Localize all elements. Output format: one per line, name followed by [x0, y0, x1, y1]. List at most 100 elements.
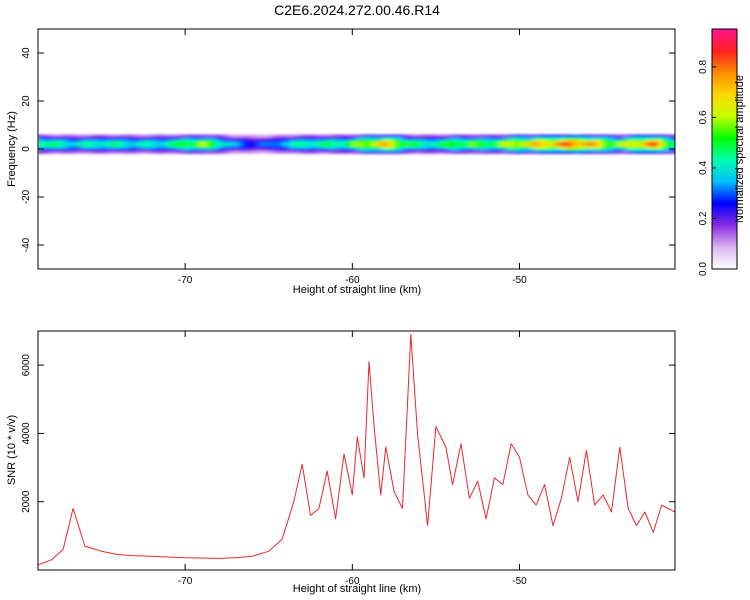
spectrogram-cell	[670, 142, 675, 147]
y-tick-label: 6000	[21, 354, 32, 377]
spectrogram-cell	[594, 142, 599, 147]
spectrogram-data	[38, 134, 675, 154]
spectrogram-cell	[210, 142, 215, 147]
spectrogram-cell	[206, 142, 211, 147]
spectrogram-cell	[230, 142, 235, 147]
spectrogram-cell	[134, 142, 139, 147]
spectrogram-cell	[146, 142, 151, 147]
spectrogram-cell	[390, 142, 395, 147]
spectrogram-cell	[578, 142, 583, 147]
colorbar-tick-label: 0.0	[698, 262, 709, 276]
y-tick-label: 0	[21, 146, 32, 152]
spectrogram-cell	[378, 142, 383, 147]
spectrogram-cell	[606, 142, 611, 147]
spectrogram-cell	[658, 142, 663, 147]
spectrogram-cell	[566, 142, 571, 147]
spectrogram-cell	[322, 142, 327, 147]
spectrogram-cell	[338, 142, 343, 147]
snr-x-label: Height of straight line (km)	[293, 583, 421, 595]
spectrogram-cell	[46, 142, 51, 147]
spectrogram-cell	[526, 142, 531, 147]
spectrogram-band	[38, 134, 675, 154]
spectrogram-y-axis: -40 -20 0 20 40	[21, 47, 675, 252]
spectrogram-cell	[302, 142, 307, 147]
spectrogram-cell	[198, 142, 203, 147]
spectrogram-y-label: Frequency (Hz)	[6, 111, 18, 187]
spectrogram-cell	[86, 142, 91, 147]
spectrogram-cell	[82, 142, 87, 147]
spectrogram-cell	[138, 142, 143, 147]
spectrogram-cell	[470, 142, 475, 147]
spectrogram-cell	[142, 142, 147, 147]
figure-title: C2E6.2024.272.00.46.R14	[274, 2, 440, 18]
spectrogram-cell	[362, 142, 367, 147]
spectrogram-cell	[298, 142, 303, 147]
spectrogram-cell	[366, 142, 371, 147]
spectrogram-cell	[502, 142, 507, 147]
spectrogram-cell	[218, 142, 223, 147]
spectrogram-cell	[278, 142, 283, 147]
colorbar-label: Normalized spectral amplitude	[734, 75, 746, 223]
spectrogram-cell	[442, 142, 447, 147]
spectrogram-cell	[430, 142, 435, 147]
spectrogram-cell	[454, 142, 459, 147]
snr-y-label: SNR (10 * v/v)	[6, 415, 18, 485]
spectrogram-cell	[342, 142, 347, 147]
spectrogram-cell	[510, 142, 515, 147]
spectrogram-cell	[314, 142, 319, 147]
spectrogram-cell	[630, 142, 635, 147]
spectrogram-cell	[226, 142, 231, 147]
spectrogram-cell	[182, 142, 187, 147]
spectrogram-cell	[662, 142, 667, 147]
spectrogram-cell	[254, 142, 259, 147]
spectrogram-cell	[478, 142, 483, 147]
spectrogram-cell	[414, 142, 419, 147]
spectrogram-chart: -70 -60 -50 -40 -20 0 20 40 Height of straight…	[6, 28, 676, 296]
spectrogram-cell	[250, 142, 255, 147]
spectrogram-cell	[646, 142, 651, 147]
spectrogram-cell	[386, 142, 391, 147]
spectrogram-cell	[462, 142, 467, 147]
spectrogram-cell	[54, 142, 59, 147]
spectrogram-cell	[598, 142, 603, 147]
spectrogram-cell	[370, 142, 375, 147]
spectrogram-cell	[58, 142, 63, 147]
spectrogram-cell	[610, 142, 615, 147]
spectrogram-cell	[118, 142, 123, 147]
spectrogram-cell	[154, 142, 159, 147]
spectrogram-cell	[162, 142, 167, 147]
snr-x-axis: -70 -60 -50	[178, 331, 527, 587]
spectrogram-cell	[434, 142, 439, 147]
spectrogram-cell	[506, 142, 511, 147]
spectrogram-cell	[358, 142, 363, 147]
y-tick-label: 2000	[21, 490, 32, 513]
y-tick-label: 4000	[21, 422, 32, 445]
spectrogram-cell	[310, 142, 315, 147]
spectrogram-cell	[570, 142, 575, 147]
spectrogram-cell	[574, 142, 579, 147]
snr-y-axis: 2000 4000 6000	[21, 354, 675, 513]
spectrogram-cell	[514, 142, 519, 147]
spectrogram-cell	[318, 142, 323, 147]
spectrogram-cell	[450, 142, 455, 147]
spectrogram-cell	[90, 142, 95, 147]
spectrogram-cell	[294, 142, 299, 147]
spectrogram-cell	[170, 142, 175, 147]
spectrogram-cell	[354, 142, 359, 147]
spectrogram-cell	[238, 142, 243, 147]
snr-chart: -70 -60 -50 2000 4000 6000 Height of straigh…	[6, 330, 676, 595]
spectrogram-cell	[214, 142, 219, 147]
spectrogram-cell	[42, 142, 47, 147]
spectrogram-cell	[542, 142, 547, 147]
spectrogram-cell	[110, 142, 115, 147]
spectrogram-cell	[122, 142, 127, 147]
spectrogram-cell	[666, 142, 671, 147]
spectrogram-cell	[534, 142, 539, 147]
spectrogram-cell	[74, 142, 79, 147]
y-tick-label: 20	[21, 95, 32, 107]
spectrogram-cell	[474, 142, 479, 147]
spectrogram-cell	[102, 142, 107, 147]
spectrogram-cell	[130, 142, 135, 147]
spectrogram-cell	[618, 142, 623, 147]
